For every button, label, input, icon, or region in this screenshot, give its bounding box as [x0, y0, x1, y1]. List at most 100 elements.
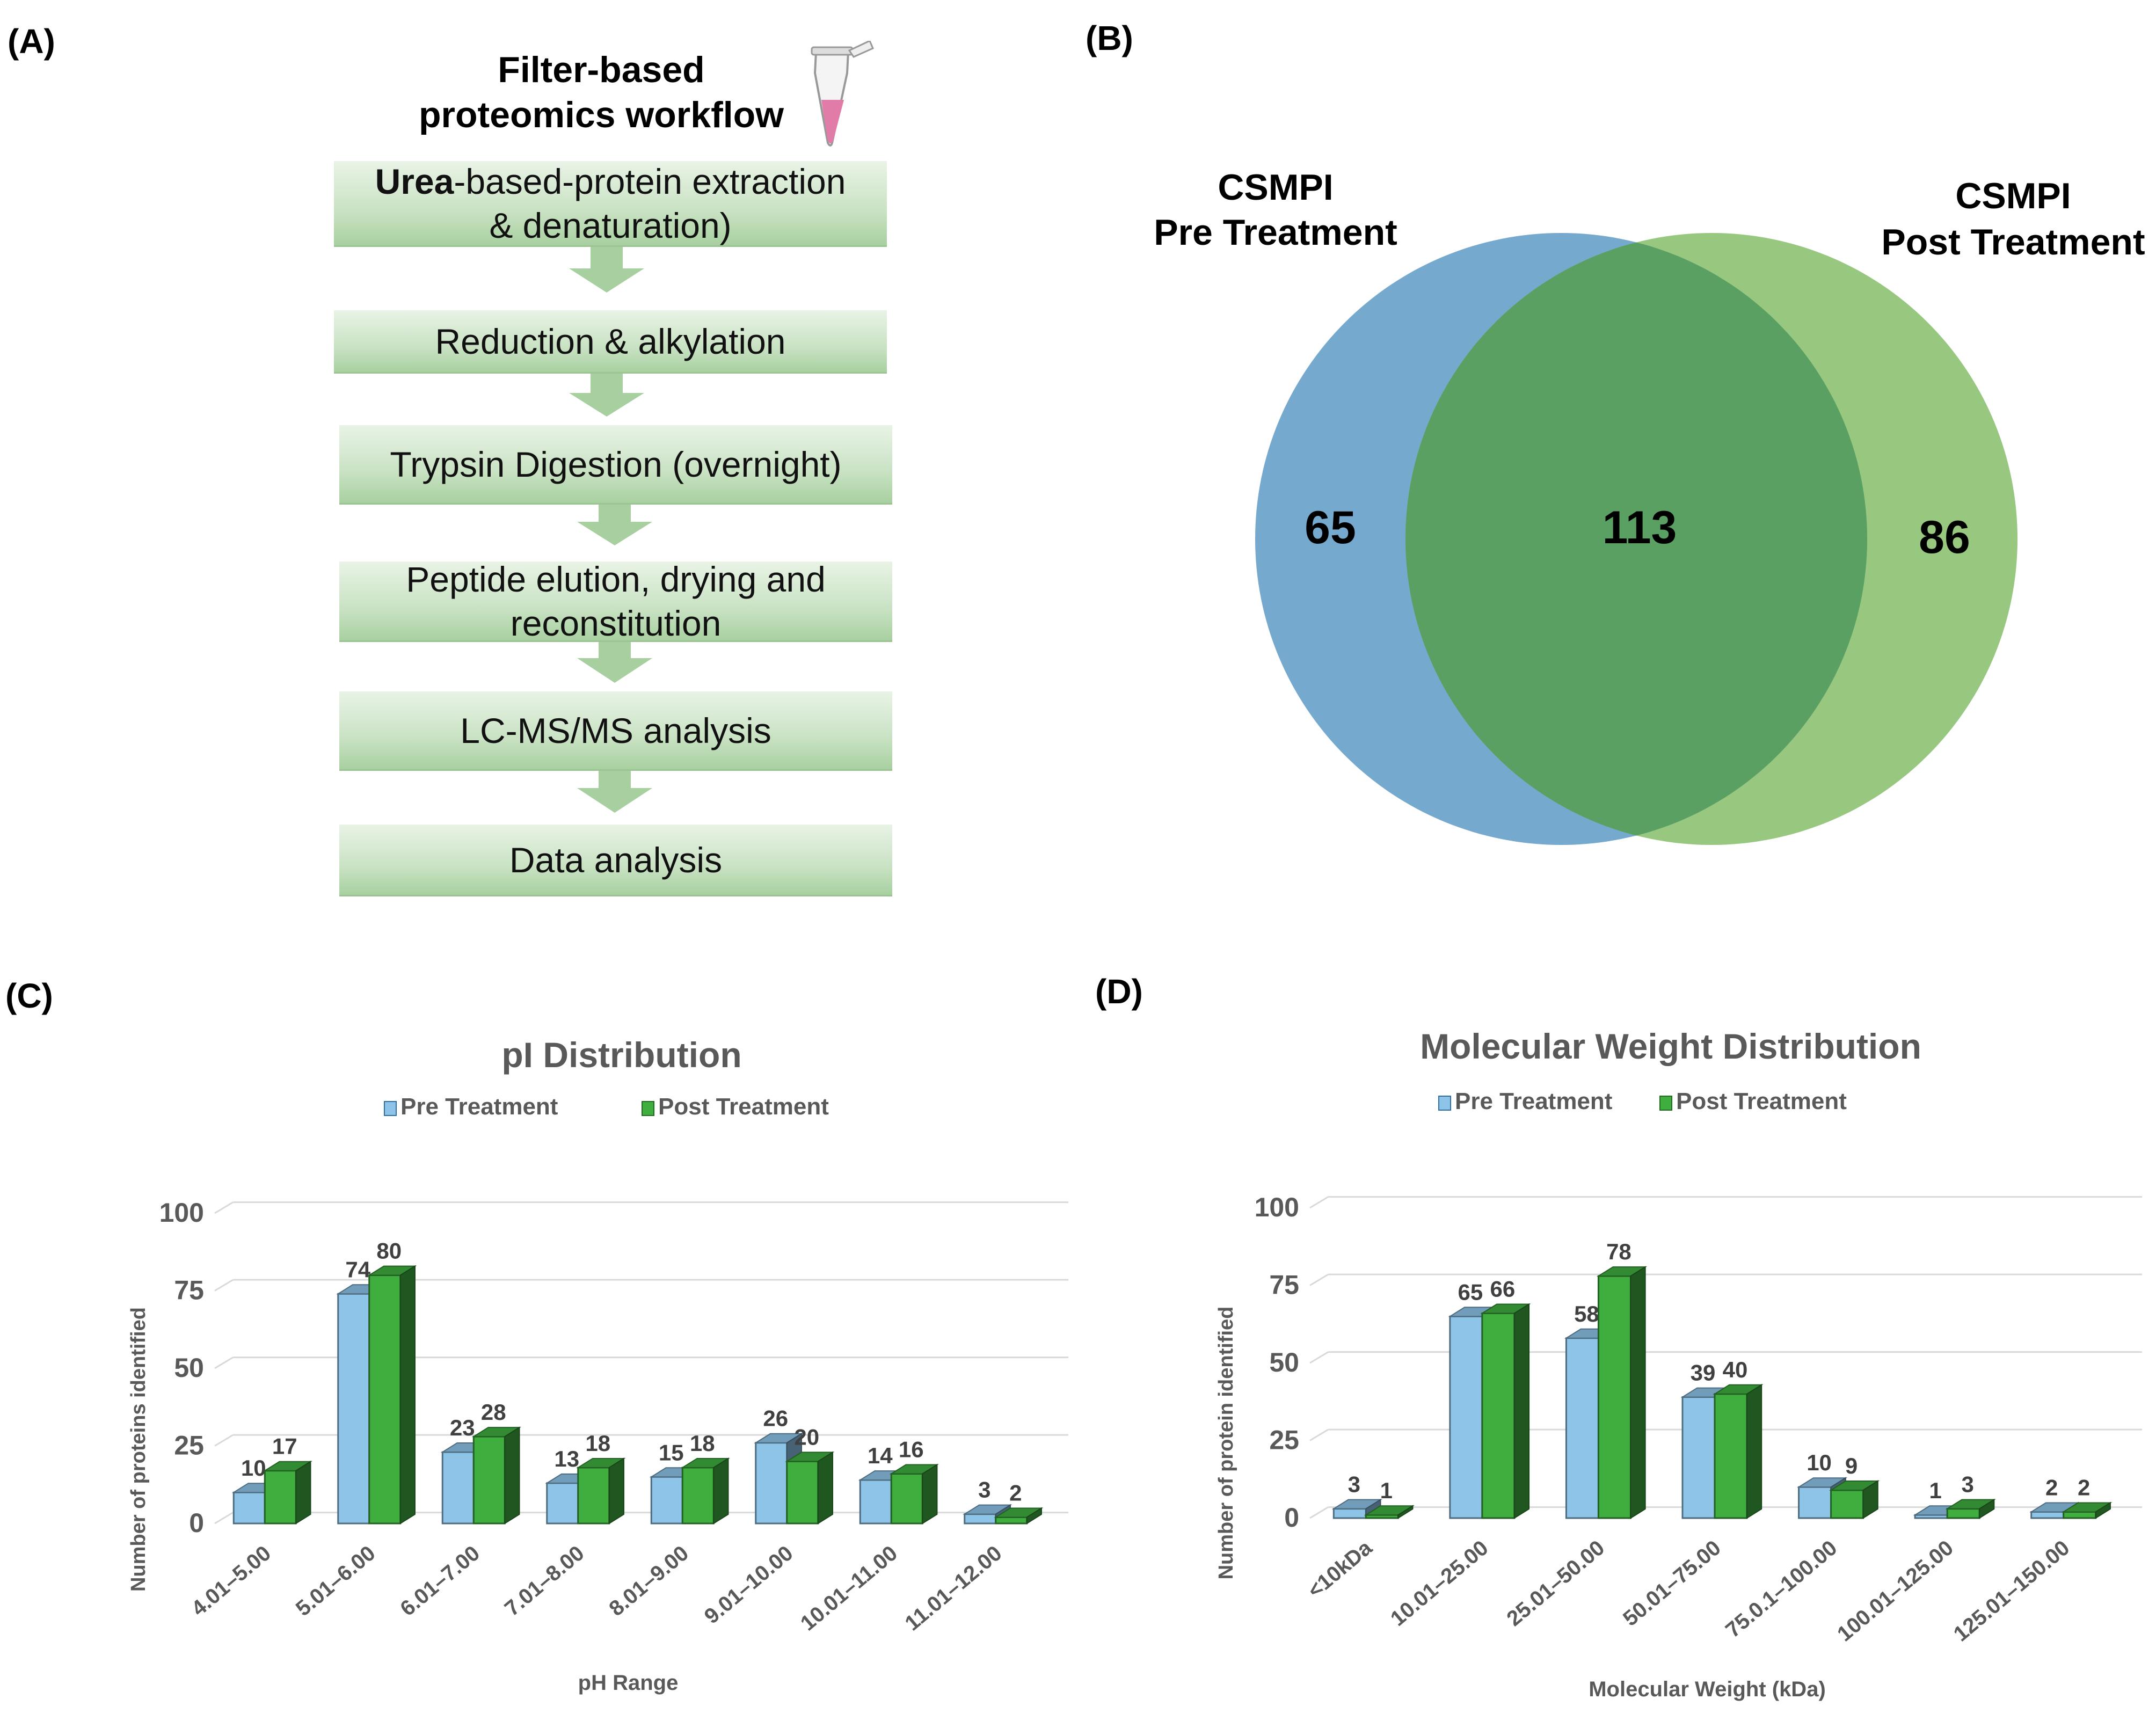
workflow-step-4-text: Peptide elution, drying and — [406, 559, 826, 599]
mw-chart-data-label: 40 — [1723, 1357, 1748, 1382]
workflow-step-1-bold: Urea — [375, 161, 454, 201]
venn-post-label-line2: Post Treatment — [1881, 222, 2145, 262]
arrow-down-icon — [577, 771, 652, 813]
workflow-title-line2: proteomics workflow — [418, 94, 784, 135]
pi-chart-data-label: 18 — [585, 1431, 610, 1456]
mw-chart-xtick-label: 10.01–25.00 — [1386, 1536, 1493, 1631]
mw-chart-data-label: 2 — [2045, 1475, 2058, 1500]
legend-label-post: Post Treatment — [1676, 1088, 1847, 1114]
pi-chart-data-label: 28 — [481, 1399, 506, 1425]
workflow-step-5: LC-MS/MS analysis — [339, 691, 892, 771]
arrow-down-icon — [577, 505, 652, 545]
pi-chart-ylabel: Number of proteins identified — [127, 1307, 150, 1592]
mw-chart-ytick-label: 50 — [1269, 1347, 1299, 1377]
arrow-down-icon — [569, 374, 644, 417]
mw-chart-bar-pre — [1798, 1486, 1832, 1519]
pi-chart-gridline — [214, 1512, 234, 1525]
pi-chart-xtick-label: 5.01–6.00 — [292, 1541, 380, 1621]
pi-chart-bar-side — [817, 1451, 833, 1525]
mw-chart-xtick-label: 75.0.1–100.00 — [1721, 1536, 1841, 1642]
mw-chart-bar-post — [2063, 1511, 2097, 1519]
mw-chart-gridline — [1309, 1273, 1329, 1286]
pi-chart-bar-side — [608, 1457, 624, 1525]
mw-chart-bar-pre — [1449, 1315, 1483, 1519]
mw-chart-ylabel: Number of protein identified — [1215, 1307, 1237, 1580]
pi-chart-xtick-label: 10.01–11.00 — [796, 1541, 902, 1635]
mw-chart-data-label: 3 — [1961, 1472, 1973, 1497]
tube-liquid — [821, 100, 844, 143]
mw-chart-bar-post — [1946, 1508, 1980, 1519]
mw-chart-xtick-label: 125.01–150.00 — [1949, 1536, 2074, 1646]
legend-swatch-post — [642, 1101, 654, 1116]
workflow-step-2-text: Reduction & alkylation — [435, 321, 786, 361]
pi-chart-data-label: 23 — [450, 1415, 475, 1440]
pi-chart-data-label: 74 — [345, 1257, 370, 1282]
mw-chart-bar-post — [1597, 1275, 1631, 1519]
pi-chart-gridline — [214, 1279, 234, 1292]
workflow-step-3-text: Trypsin Digestion (overnight) — [390, 444, 842, 484]
pi-chart-gridline — [214, 1201, 234, 1214]
workflow-step-1: Urea-based-protein extraction & denatura… — [334, 161, 887, 247]
workflow-title-line1: Filter-based — [498, 49, 705, 90]
pi-chart-bar-pre — [755, 1442, 788, 1525]
pi-chart-bar-side — [399, 1265, 416, 1525]
pi-chart-data-label: 2 — [1009, 1480, 1022, 1505]
pi-chart-ytick-label: 25 — [174, 1431, 204, 1461]
mw-chart-data-label: 3 — [1348, 1472, 1360, 1497]
mw-chart-data-label: 1 — [1929, 1478, 1941, 1503]
mw-chart-data-label: 58 — [1574, 1301, 1599, 1326]
mw-chart-bar-side — [1397, 1505, 1414, 1519]
mw-chart-bar-post — [1714, 1393, 1748, 1519]
pi-chart-data-label: 80 — [376, 1238, 402, 1264]
venn-pre-label-line2: Pre Treatment — [1154, 212, 1397, 253]
pi-chart-xtick-label: 4.01–5.00 — [187, 1541, 275, 1621]
mw-chart-gridline — [1309, 1428, 1329, 1441]
pi-chart-data-label: 15 — [659, 1440, 684, 1465]
mw-chart-xtick-label: 25.01–50.00 — [1503, 1536, 1609, 1631]
pi-chart-data-label: 18 — [690, 1431, 715, 1456]
mw-chart-data-label: 9 — [1845, 1453, 1858, 1478]
pi-chart-data-label: 10 — [241, 1455, 266, 1481]
pi-chart-bar-side — [1026, 1507, 1042, 1525]
pi-chart-bar-pre — [964, 1513, 997, 1525]
mw-chart-bar-side — [1979, 1498, 1995, 1519]
venn-post-only-count: 86 — [1919, 512, 1970, 563]
panel-label-c: (C) — [5, 976, 53, 1015]
mw-chart-title: Molecular Weight Distribution — [1420, 1026, 1921, 1066]
mw-chart-xtick-label: 50.01–75.00 — [1619, 1536, 1725, 1631]
mw-chart-gridline — [1309, 1506, 1329, 1519]
pi-chart-data-label: 14 — [868, 1443, 893, 1468]
mw-chart-ytick-label: 100 — [1255, 1192, 1299, 1222]
mw-chart-data-label: 65 — [1458, 1279, 1483, 1304]
workflow-step-4-line2: reconstitution — [510, 603, 722, 643]
workflow-step-1-text: -based-protein extraction — [454, 161, 846, 201]
pi-chart-ytick-label: 0 — [189, 1508, 204, 1538]
pi-chart-plot: 025507510010174.01–5.0074805.01–6.002328… — [159, 1198, 1068, 1635]
pi-chart-data-label: 3 — [978, 1477, 990, 1503]
pi-chart-xtick-label: 11.01–12.00 — [901, 1541, 1007, 1635]
legend-swatch-pre — [1438, 1096, 1451, 1111]
mw-chart-bar-pre — [2030, 1511, 2065, 1519]
mw-chart: Molecular Weight Distribution Pre Treatm… — [1215, 1026, 2142, 1701]
pi-chart-xtick-label: 9.01–10.00 — [700, 1541, 798, 1628]
mw-chart-gridline — [1309, 1351, 1329, 1364]
workflow-step-3: Trypsin Digestion (overnight) — [339, 425, 892, 505]
mw-chart-bar-side — [1513, 1303, 1530, 1519]
workflow-step-5-text: LC-MS/MS analysis — [460, 710, 771, 750]
legend-swatch-pre — [384, 1101, 397, 1116]
pi-chart-data-label: 20 — [794, 1424, 819, 1449]
pi-chart-bar-post — [786, 1460, 819, 1525]
panel-label-d: (D) — [1095, 972, 1143, 1011]
panel-label-b: (B) — [1086, 19, 1133, 57]
pi-chart-gridline — [214, 1434, 234, 1447]
mw-chart-bar-pre — [1332, 1508, 1367, 1519]
venn-post-label-line1: CSMPI — [1955, 176, 2071, 216]
pi-chart-bar-pre — [650, 1476, 683, 1525]
pi-chart-bar-post — [890, 1473, 923, 1525]
workflow-step-6: Data analysis — [339, 825, 892, 896]
pi-chart-ytick-label: 75 — [174, 1275, 204, 1306]
pi-chart-bar-post — [681, 1467, 715, 1525]
workflow-step-2: Reduction & alkylation — [334, 310, 887, 374]
pi-chart-bar-post — [995, 1516, 1028, 1525]
